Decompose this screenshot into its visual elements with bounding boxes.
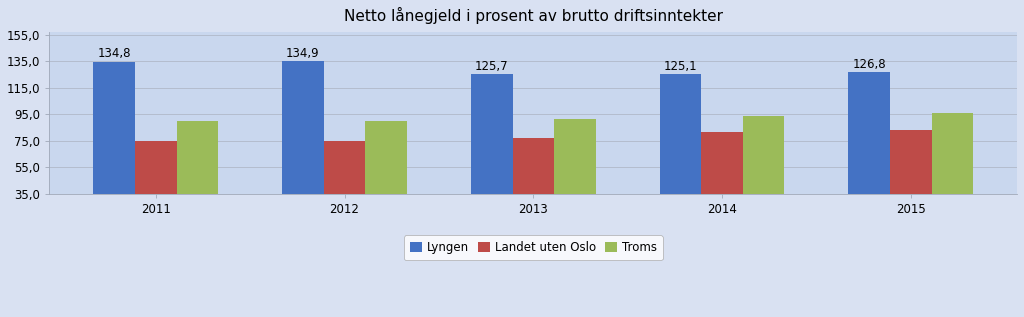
Bar	[890, 130, 932, 240]
Bar	[659, 74, 701, 240]
Bar	[324, 141, 366, 240]
Bar	[932, 113, 973, 240]
Bar	[135, 141, 176, 240]
Text: 134,9: 134,9	[286, 47, 319, 60]
Bar	[176, 121, 218, 240]
Bar	[742, 116, 784, 240]
Bar	[701, 132, 742, 240]
Bar	[366, 121, 407, 240]
Bar	[849, 72, 890, 240]
Text: 125,1: 125,1	[664, 60, 697, 73]
Bar	[283, 61, 324, 240]
Bar	[554, 120, 596, 240]
Text: 126,8: 126,8	[852, 58, 886, 71]
Bar	[93, 61, 135, 240]
Title: Netto lånegjeld i prosent av brutto driftsinntekter: Netto lånegjeld i prosent av brutto drif…	[344, 7, 723, 24]
Text: 134,8: 134,8	[97, 48, 131, 61]
Bar	[471, 74, 512, 240]
Text: 125,7: 125,7	[475, 60, 509, 73]
Bar	[512, 139, 554, 240]
Legend: Lyngen, Landet uten Oslo, Troms: Lyngen, Landet uten Oslo, Troms	[404, 236, 663, 260]
